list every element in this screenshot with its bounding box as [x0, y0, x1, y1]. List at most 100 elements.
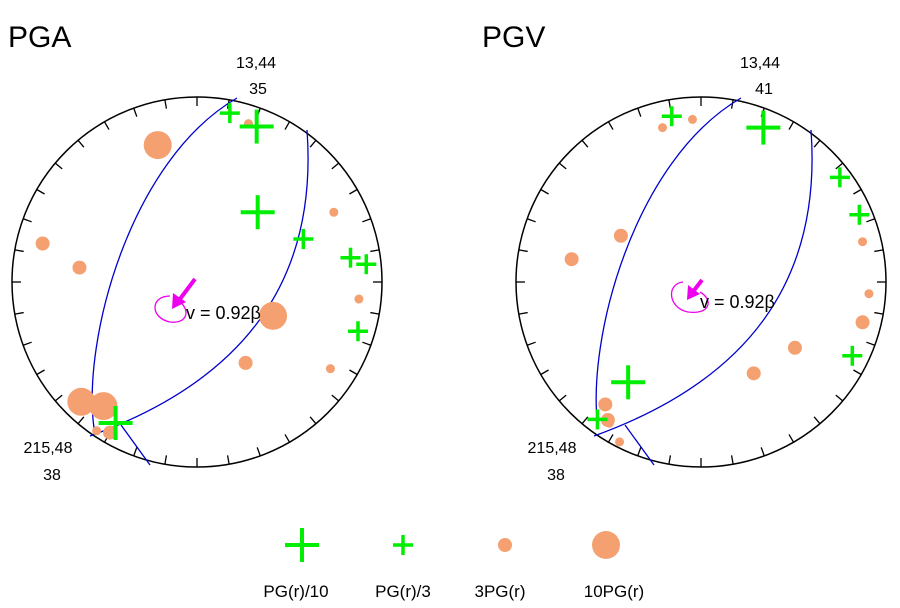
tick-mark	[607, 121, 614, 130]
tick-mark	[558, 394, 567, 402]
station-markers	[35, 103, 377, 440]
station-markers	[564, 106, 874, 447]
tick-mark	[866, 218, 876, 223]
station-dot	[92, 426, 102, 436]
station-plus	[293, 229, 314, 250]
plane1-strike-dip-label: 13,44	[740, 55, 780, 72]
pga-panel: PGA 13,44 35 215,48 38 v = 0.92β	[8, 21, 383, 484]
tick-mark	[36, 369, 45, 376]
tick-mark	[668, 455, 672, 465]
tick-mark	[518, 249, 528, 253]
stereonet-boundary	[515, 96, 887, 468]
station-plus	[611, 365, 646, 400]
nodal-plane-1	[595, 97, 742, 429]
plane2-strike-dip-label: 215,48	[528, 440, 577, 457]
tick-mark	[256, 447, 261, 457]
tick-mark	[133, 107, 138, 117]
tick-mark	[54, 394, 63, 402]
station-plus	[340, 247, 361, 268]
station-dot	[143, 131, 172, 160]
tick-mark	[558, 162, 567, 170]
station-dot	[855, 315, 870, 330]
legend-label-pg-over-3: PG(r)/3	[375, 582, 431, 601]
plane2-rake-label: 38	[43, 467, 61, 484]
plane1-rake-label: 35	[249, 81, 267, 98]
tick-mark	[526, 341, 536, 346]
station-dot	[615, 437, 625, 447]
tick-mark	[760, 447, 765, 457]
tick-mark	[526, 218, 536, 223]
legend-label-pg-over-10: PG(r)/10	[263, 582, 328, 601]
station-dot	[858, 237, 868, 247]
station-plus	[240, 195, 275, 230]
station-dot	[103, 425, 118, 440]
station-dot	[864, 289, 874, 299]
tick-mark	[164, 99, 168, 109]
nodal-plane-2-tail	[624, 424, 655, 466]
station-dot	[325, 364, 335, 374]
tick-mark	[331, 162, 340, 170]
tick-mark	[284, 121, 291, 130]
tick-mark	[331, 394, 340, 402]
plane1-strike-dip-label: 13,44	[236, 55, 276, 72]
station-plus	[347, 321, 368, 342]
station-plus	[219, 103, 240, 124]
station-plus	[587, 409, 608, 430]
tick-mark	[22, 218, 32, 223]
nodal-plane-2	[593, 129, 813, 437]
tick-mark	[77, 416, 85, 425]
tick-mark	[284, 434, 291, 443]
tick-mark	[540, 188, 549, 195]
tick-mark	[164, 455, 168, 465]
tick-mark	[309, 139, 317, 148]
nodal-plane-2	[89, 129, 309, 437]
tick-mark	[309, 416, 317, 425]
station-dot	[89, 392, 118, 421]
stereonet-ticks	[516, 97, 886, 467]
station-dot	[72, 260, 87, 275]
tick-mark	[637, 447, 642, 457]
station-dot	[35, 236, 50, 251]
station-plus	[849, 204, 870, 225]
tick-mark	[349, 369, 358, 376]
velocity-annotation: v = 0.92β	[186, 303, 261, 323]
tick-mark	[54, 162, 63, 170]
station-dot	[687, 114, 697, 124]
legend-symbol-1	[393, 535, 413, 555]
tick-mark	[349, 188, 358, 195]
stereonet-boundary	[11, 96, 383, 468]
tick-mark	[788, 121, 795, 130]
station-plus	[98, 405, 133, 440]
tick-mark	[370, 311, 380, 315]
tick-mark	[581, 416, 589, 425]
legend-label-3pg: 3PG(r)	[475, 582, 526, 601]
station-dot	[598, 397, 613, 412]
tick-mark	[103, 121, 110, 130]
station-dot	[329, 207, 339, 217]
tick-mark	[813, 416, 821, 425]
tick-mark	[607, 434, 614, 443]
tick-mark	[730, 99, 734, 109]
tick-mark	[133, 447, 138, 457]
tick-mark	[581, 139, 589, 148]
station-dot	[746, 366, 761, 381]
tick-mark	[540, 369, 549, 376]
tick-mark	[853, 188, 862, 195]
tick-mark	[22, 341, 32, 346]
nodal-plane-1	[91, 97, 238, 429]
tick-mark	[370, 249, 380, 253]
plane2-strike-dip-label: 215,48	[24, 440, 73, 457]
legend-symbol-2	[498, 538, 512, 552]
tick-mark	[14, 249, 24, 253]
station-dot	[564, 252, 579, 267]
station-plus	[356, 254, 377, 275]
plane2-rake-label: 38	[547, 467, 565, 484]
tick-mark	[788, 434, 795, 443]
legend: PG(r)/10 PG(r)/3 3PG(r) 10PG(r)	[263, 528, 644, 601]
tick-mark	[835, 394, 844, 402]
tick-mark	[77, 139, 85, 148]
station-plus	[842, 345, 863, 366]
station-dot	[787, 340, 802, 355]
directivity-arrow-icon	[687, 278, 704, 300]
